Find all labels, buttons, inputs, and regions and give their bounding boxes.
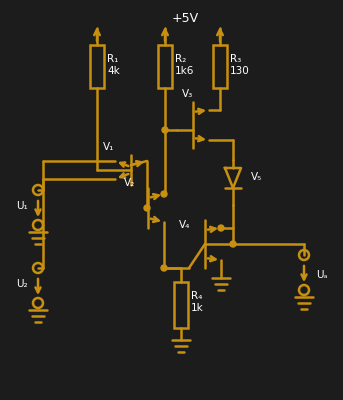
Text: U₁: U₁ — [16, 201, 28, 211]
Circle shape — [218, 225, 224, 231]
Text: R₂: R₂ — [175, 54, 186, 64]
Bar — [90, 45, 104, 88]
Text: Uₐ: Uₐ — [316, 270, 328, 280]
Text: V₅: V₅ — [251, 172, 262, 182]
Circle shape — [161, 265, 167, 271]
Text: V₂: V₂ — [125, 178, 135, 188]
Bar — [158, 45, 172, 88]
Bar — [213, 45, 227, 88]
Circle shape — [230, 241, 236, 247]
Text: 1k: 1k — [191, 303, 204, 313]
Text: U₂: U₂ — [16, 279, 28, 289]
Text: V₄: V₄ — [179, 220, 191, 230]
Text: V₁: V₁ — [103, 142, 115, 152]
Circle shape — [144, 205, 150, 211]
Bar — [174, 282, 188, 328]
Circle shape — [161, 191, 167, 197]
Text: +5V: +5V — [172, 12, 199, 24]
Text: R₁: R₁ — [107, 54, 118, 64]
Text: 130: 130 — [230, 66, 250, 76]
Text: 4k: 4k — [107, 66, 120, 76]
Text: R₄: R₄ — [191, 291, 202, 301]
Text: 1k6: 1k6 — [175, 66, 194, 76]
Text: V₃: V₃ — [182, 89, 194, 99]
Text: R₃: R₃ — [230, 54, 241, 64]
Circle shape — [162, 127, 168, 133]
